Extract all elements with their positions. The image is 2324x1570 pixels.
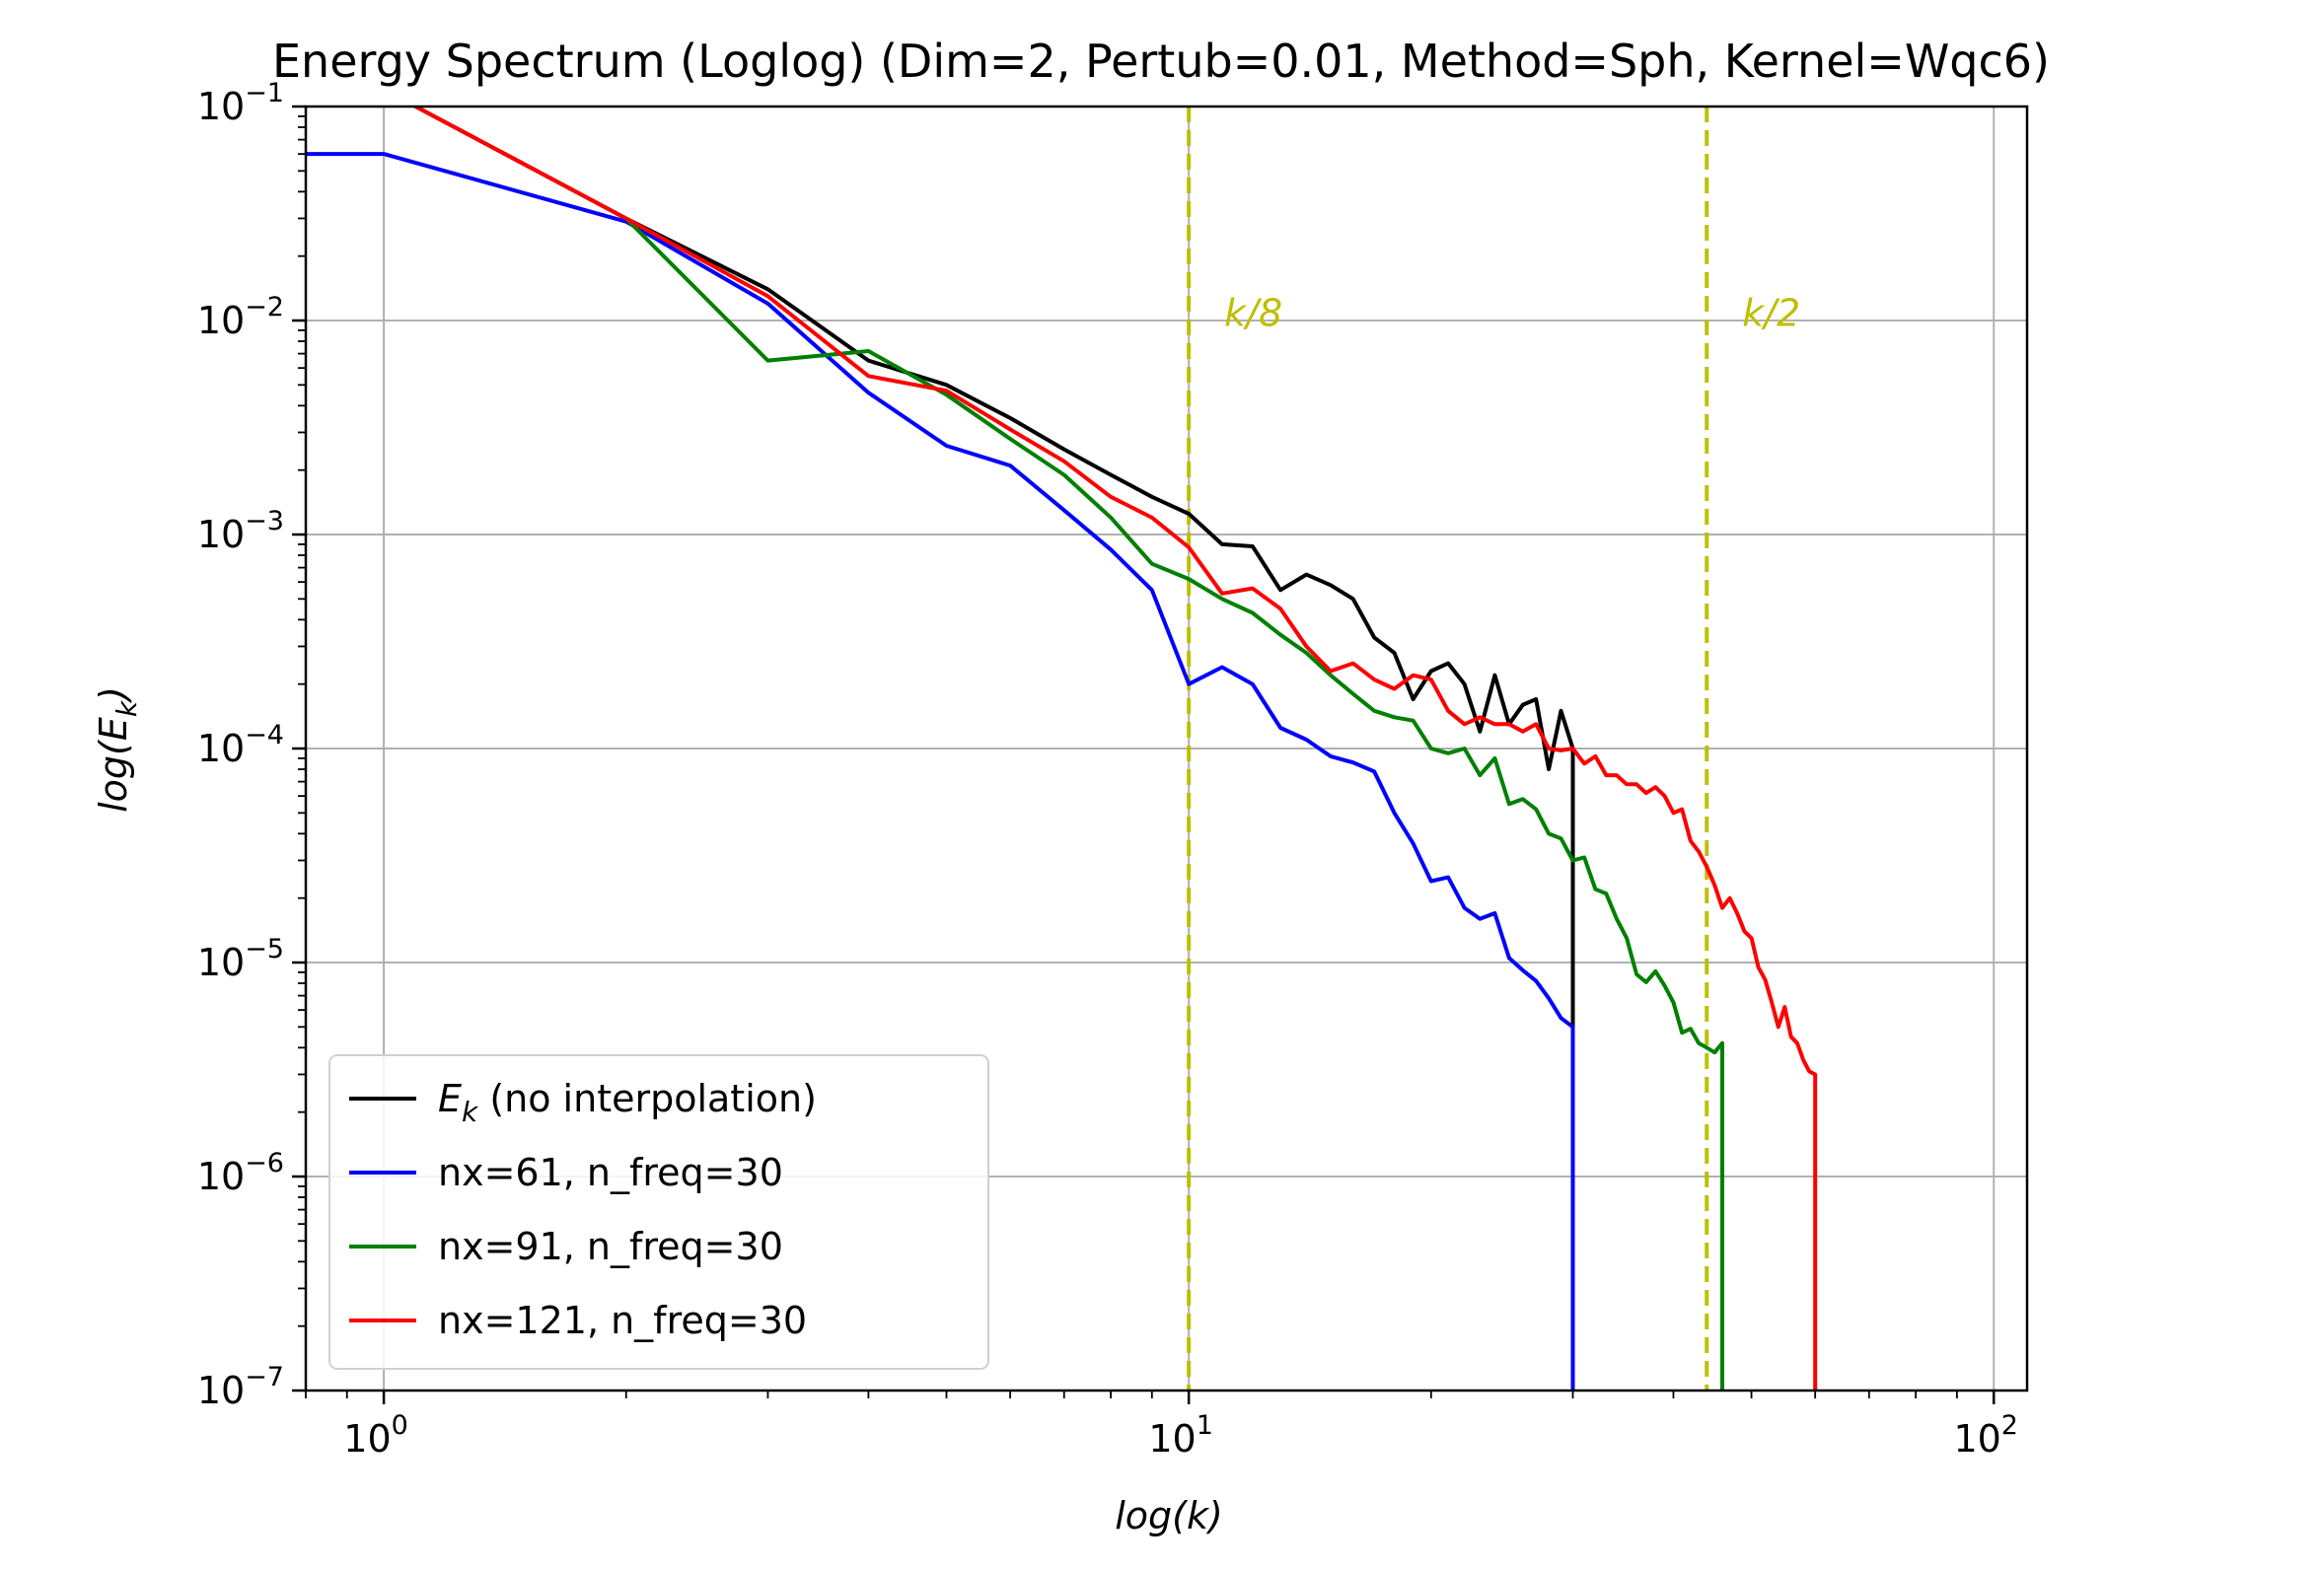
x-axis-label: log(k) — [1115, 1494, 1223, 1537]
minor-ticks — [298, 115, 1958, 1398]
x-tick-label: 101 — [1148, 1410, 1213, 1461]
legend-label-1: nx=61, n_freq=30 — [438, 1151, 783, 1194]
reference-lines: k/8 k/2 — [1187, 107, 1800, 1391]
legend-label-3: nx=121, n_freq=30 — [438, 1299, 807, 1342]
series-lines — [306, 107, 1818, 1391]
series-line-3 — [411, 107, 1818, 1391]
reference-line-label: k/8 — [1224, 291, 1282, 334]
chart-title: Energy Spectrum (Loglog) (Dim=2, Pertub=… — [272, 35, 2050, 88]
legend: Ek (no interpolation) nx=61, n_freq=30 nx=… — [328, 1054, 989, 1370]
y-axis-ticks: 10−710−610−510−410−310−210−1 — [197, 78, 306, 1412]
legend-label-2: nx=91, n_freq=30 — [438, 1225, 783, 1268]
series-line-1 — [306, 152, 1575, 1391]
series-line-2 — [624, 217, 1724, 1391]
legend-label-0: Ek (no interpolation) — [438, 1077, 817, 1128]
legend-box — [328, 1054, 989, 1370]
reference-line-label: k/2 — [1742, 291, 1800, 334]
series-line-0 — [411, 107, 1575, 1391]
y-tick-label: 10−5 — [197, 934, 284, 984]
y-tick-label: 10−4 — [197, 720, 284, 770]
